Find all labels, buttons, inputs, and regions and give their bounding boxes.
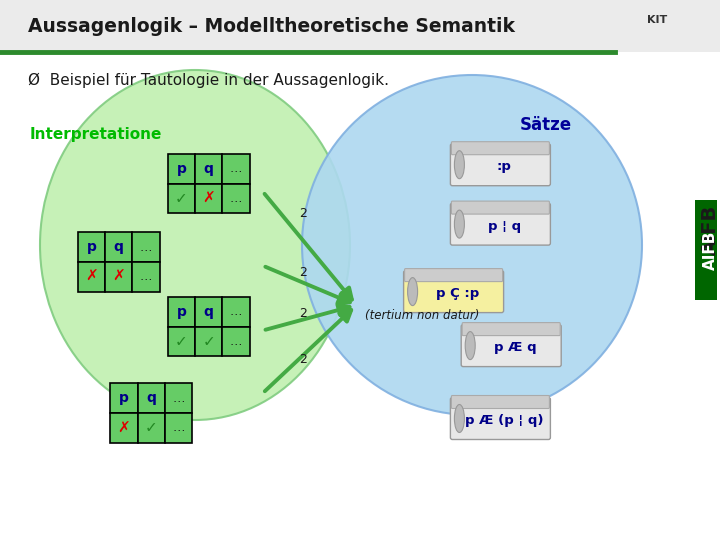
Text: p: p [119, 392, 129, 405]
Text: p ¦ q: p ¦ q [488, 220, 521, 233]
Bar [168, 184, 195, 213]
FancyBboxPatch shape [451, 201, 549, 214]
Bar [78, 232, 105, 262]
Bar [165, 413, 192, 443]
Bar [195, 327, 222, 356]
Bar [695, 200, 717, 300]
Text: p Æ (p ¦ q): p Æ (p ¦ q) [465, 414, 544, 427]
Text: ✗: ✗ [85, 269, 98, 284]
Text: ✓: ✓ [145, 421, 158, 435]
Text: :p: :p [497, 160, 512, 173]
Text: q: q [204, 305, 214, 319]
Ellipse shape [454, 404, 464, 433]
Text: p Æ q: p Æ q [494, 341, 536, 354]
Text: 2: 2 [299, 266, 307, 279]
Text: Ø  Beispiel für Tautologie in der Aussagenlogik.: Ø Beispiel für Tautologie in der Aussage… [28, 72, 389, 87]
FancyBboxPatch shape [451, 397, 550, 440]
Text: …: … [140, 270, 153, 284]
Text: KIT: KIT [647, 15, 667, 25]
Bar [195, 297, 222, 327]
Text: …: … [230, 192, 243, 205]
Ellipse shape [454, 210, 464, 238]
Bar [222, 184, 250, 213]
Ellipse shape [454, 151, 464, 179]
Text: ✗: ✗ [202, 191, 215, 206]
Bar [222, 154, 250, 184]
Text: ✗: ✗ [112, 269, 125, 284]
Bar [195, 184, 222, 213]
Text: …: … [172, 421, 185, 435]
Text: Aussagenlogik – Modelltheoretische Semantik: Aussagenlogik – Modelltheoretische Seman… [28, 17, 515, 36]
Text: ✗: ✗ [117, 421, 130, 435]
FancyBboxPatch shape [404, 271, 503, 313]
Bar [168, 327, 195, 356]
Ellipse shape [408, 278, 418, 306]
Text: ✓: ✓ [175, 334, 188, 349]
Bar [168, 297, 195, 327]
Text: ✓: ✓ [175, 191, 188, 206]
Text: q: q [146, 392, 156, 405]
Bar [105, 262, 132, 292]
FancyBboxPatch shape [462, 322, 560, 335]
Text: p: p [86, 240, 96, 254]
Text: (tertium non datur): (tertium non datur) [366, 309, 480, 322]
Bar [132, 262, 160, 292]
Text: …: … [140, 240, 153, 254]
FancyBboxPatch shape [451, 395, 549, 408]
Text: Interpretatione: Interpretatione [30, 127, 163, 143]
FancyBboxPatch shape [462, 325, 561, 367]
Bar [168, 154, 195, 184]
Bar [110, 413, 138, 443]
Text: AIFB: AIFB [701, 205, 719, 255]
Bar [105, 232, 132, 262]
Text: …: … [172, 392, 185, 405]
Bar [165, 383, 192, 413]
Text: 2: 2 [299, 353, 307, 366]
FancyBboxPatch shape [405, 268, 503, 281]
Text: …: … [230, 162, 243, 176]
Bar [138, 383, 165, 413]
Text: q: q [114, 240, 124, 254]
Text: 2: 2 [299, 207, 307, 220]
Text: ✓: ✓ [202, 334, 215, 349]
Text: p: p [176, 305, 186, 319]
Text: p Ç :p: p Ç :p [436, 287, 480, 300]
Bar [0, 0, 720, 52]
Text: …: … [230, 335, 243, 348]
Text: AIFB: AIFB [703, 231, 718, 269]
Ellipse shape [302, 75, 642, 415]
Bar [110, 383, 138, 413]
Bar [195, 154, 222, 184]
FancyBboxPatch shape [451, 141, 549, 154]
Bar [222, 297, 250, 327]
Ellipse shape [465, 332, 475, 360]
Bar [78, 262, 105, 292]
Bar [138, 413, 165, 443]
Text: q: q [204, 162, 214, 176]
FancyBboxPatch shape [451, 203, 550, 245]
FancyBboxPatch shape [451, 144, 550, 186]
Text: p: p [176, 162, 186, 176]
Bar [222, 327, 250, 356]
Text: …: … [230, 305, 243, 319]
Bar [132, 232, 160, 262]
Text: 2: 2 [299, 307, 307, 320]
Ellipse shape [40, 70, 350, 420]
Text: Sätze: Sätze [520, 116, 572, 134]
